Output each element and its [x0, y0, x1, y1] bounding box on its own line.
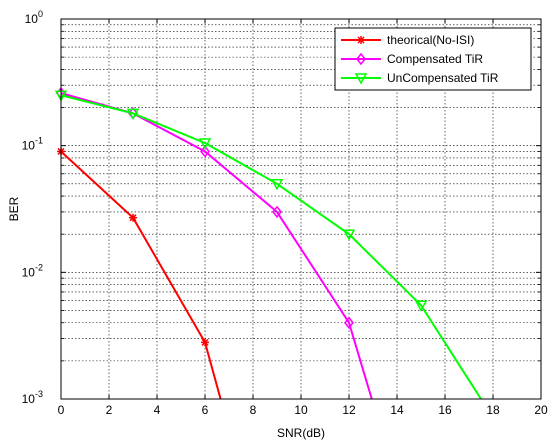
- series-group: [54, 86, 482, 400]
- x-tick-label: 0: [58, 403, 65, 417]
- x-tick-label: 16: [438, 403, 452, 417]
- data-point: [344, 316, 354, 329]
- x-tick-label: 14: [390, 403, 404, 417]
- x-tick-label: 8: [250, 403, 257, 417]
- x-tick-label: 12: [342, 403, 356, 417]
- legend-label: Compensated TiR: [387, 52, 483, 66]
- series-3: [54, 90, 482, 400]
- data-point: [201, 338, 209, 347]
- legend-marker: [356, 52, 366, 66]
- data-point: [129, 213, 137, 222]
- y-tick-label: 100: [25, 9, 43, 26]
- legend-marker: [354, 73, 368, 85]
- series-1: [57, 147, 222, 400]
- x-tick-label: 10: [294, 403, 308, 417]
- x-tick-label: 18: [486, 403, 500, 417]
- x-tick-label: 20: [534, 403, 548, 417]
- series-line: [60, 94, 482, 400]
- x-tick-label: 2: [106, 403, 113, 417]
- y-tick-label: 10-3: [22, 389, 43, 406]
- data-point: [270, 179, 284, 191]
- legend-label: UnCompensated TiR: [387, 71, 499, 85]
- y-axis-label: BER: [7, 196, 21, 221]
- legend-marker: [357, 36, 365, 44]
- plot-frame: [60, 18, 542, 400]
- x-tick-label: 6: [202, 403, 209, 417]
- data-point: [342, 229, 356, 241]
- y-tick-label: 10-1: [22, 136, 43, 153]
- x-tick-label: 4: [154, 403, 161, 417]
- legend: theorical(No-ISI) Compensated TiR UnCompen…: [334, 27, 532, 91]
- y-tick-label: 10-2: [22, 262, 43, 279]
- x-axis-ticks: 0 2 4 6 8 10 12 14 16 18 20: [58, 19, 548, 417]
- series-line: [60, 150, 222, 400]
- legend-label: theorical(No-ISI): [387, 33, 474, 47]
- data-point: [414, 300, 428, 312]
- data-point: [198, 138, 212, 150]
- x-axis-label: SNR(dB): [277, 426, 325, 440]
- data-point: [126, 108, 140, 120]
- data-point: [200, 145, 210, 158]
- data-point: [272, 205, 282, 219]
